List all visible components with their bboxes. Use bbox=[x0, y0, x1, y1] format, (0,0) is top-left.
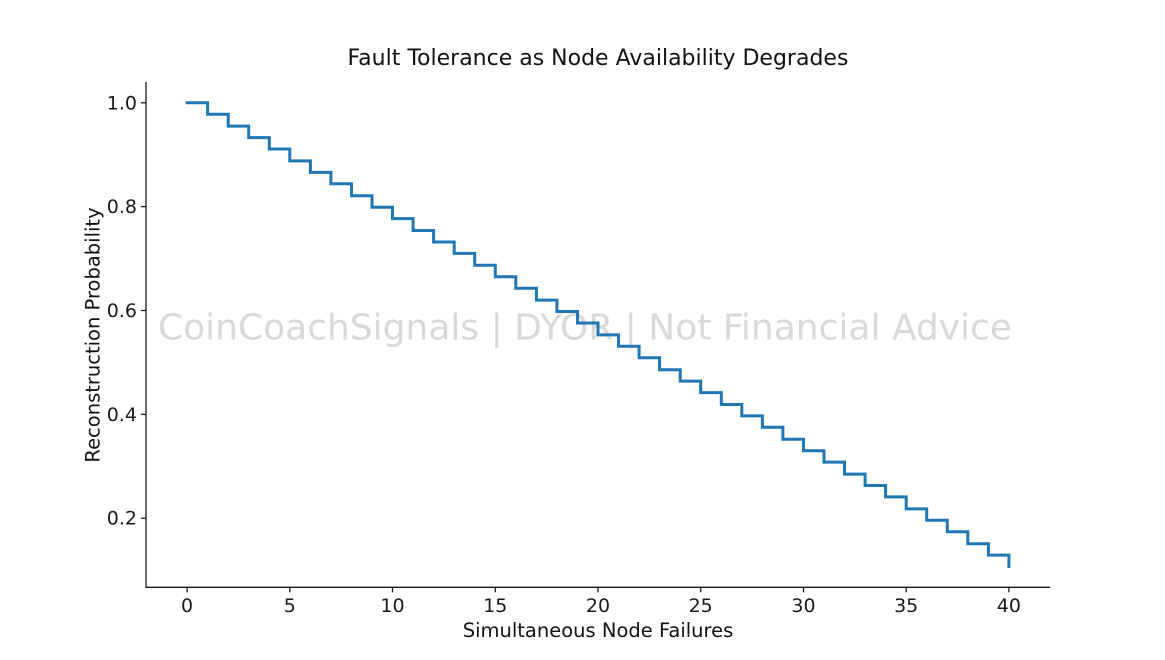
x-tick-label: 15 bbox=[483, 595, 507, 617]
chart-title: Fault Tolerance as Node Availability Deg… bbox=[347, 46, 849, 71]
axis-spines bbox=[145, 82, 1050, 588]
x-tick-label: 40 bbox=[997, 595, 1021, 617]
y-axis-label: Reconstruction Probability bbox=[81, 207, 105, 463]
x-tick-label: 25 bbox=[689, 595, 713, 617]
y-tick-label: 0.2 bbox=[107, 508, 137, 530]
y-tick-label: 1.0 bbox=[107, 92, 137, 114]
x-tick-label: 5 bbox=[284, 595, 296, 617]
x-tick-label: 30 bbox=[791, 595, 815, 617]
y-tick-label: 0.8 bbox=[107, 196, 137, 218]
step-line bbox=[185, 101, 1011, 568]
x-tick-label: 20 bbox=[586, 595, 610, 617]
x-axis-label: Simultaneous Node Failures bbox=[462, 619, 734, 642]
x-tick-label: 0 bbox=[181, 595, 193, 617]
x-tick-label: 10 bbox=[380, 595, 404, 617]
y-tick-label: 0.4 bbox=[107, 404, 137, 426]
y-tick-label: 0.6 bbox=[107, 300, 137, 322]
x-tick-label: 35 bbox=[894, 595, 918, 617]
watermark-text: CoinCoachSignals | DYOR | Not Financial … bbox=[158, 307, 1012, 349]
